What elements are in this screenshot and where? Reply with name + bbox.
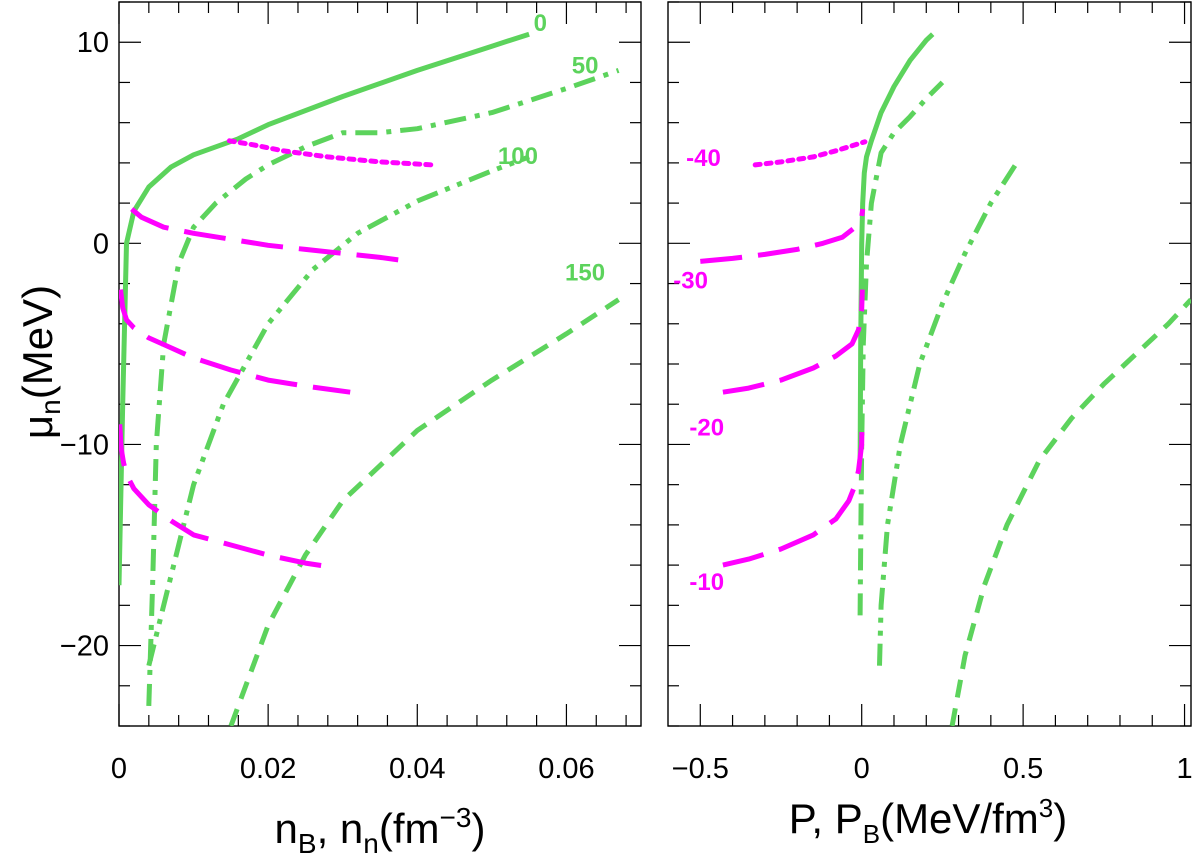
curve-label: 0 — [534, 10, 547, 37]
curve-label: 100 — [498, 143, 538, 170]
curve-label: -10 — [689, 569, 724, 596]
x-tick-label: 0.5 — [1003, 753, 1043, 785]
x-tick-label: 0 — [854, 753, 870, 785]
curve-label: -40 — [686, 145, 721, 172]
series-line — [722, 424, 865, 568]
series-line — [949, 297, 1191, 726]
y-tick-label: 0 — [93, 228, 109, 260]
x-tick-label: −0.5 — [672, 753, 729, 785]
plot-frame — [667, 1, 1192, 727]
series-line — [877, 161, 1019, 666]
curve-label: -20 — [689, 414, 724, 441]
svg-text:P, PB(MeV/fm3): P, PB(MeV/fm3) — [789, 793, 1067, 849]
x-tick-label: 0.04 — [389, 753, 445, 785]
x-axis-title-left: nB, nn(fm−3) — [275, 802, 486, 859]
series-line — [130, 207, 411, 264]
series-line — [226, 138, 435, 168]
x-tick-label: 0.02 — [240, 753, 296, 785]
plot-frame — [118, 1, 642, 727]
series-line — [146, 68, 620, 706]
series-line — [857, 80, 945, 616]
series-group — [700, 32, 1191, 726]
curve-label: 50 — [572, 52, 599, 79]
series-line — [722, 289, 865, 395]
series-line — [752, 139, 868, 168]
svg-text:μn(MeV): μn(MeV) — [14, 285, 66, 439]
series-line — [700, 208, 866, 264]
y-axis-title: μn(MeV) — [14, 285, 66, 439]
series-line — [228, 297, 620, 726]
right-panel: −0.5 0 0.5 1 -40 -30 -20 -10 — [667, 1, 1193, 785]
series-line — [119, 424, 332, 570]
y-tick-label: 10 — [77, 27, 109, 59]
series-group — [119, 31, 620, 726]
series-line — [119, 289, 351, 395]
x-axis-title-right: P, PB(MeV/fm3) — [789, 793, 1067, 849]
x-tick-label: 0 — [111, 753, 127, 785]
curve-label: -30 — [673, 268, 708, 295]
x-tick-label: 1 — [1176, 753, 1192, 785]
series-line — [857, 32, 935, 465]
series-line — [119, 31, 530, 586]
y-tick-label: −20 — [60, 631, 109, 663]
curve-label: 150 — [565, 259, 605, 286]
x-tick-label: 0.06 — [538, 753, 594, 785]
y-tick-label: −10 — [60, 429, 109, 461]
series-line — [146, 154, 530, 667]
svg-text:nB, nn(fm−3): nB, nn(fm−3) — [275, 802, 486, 859]
